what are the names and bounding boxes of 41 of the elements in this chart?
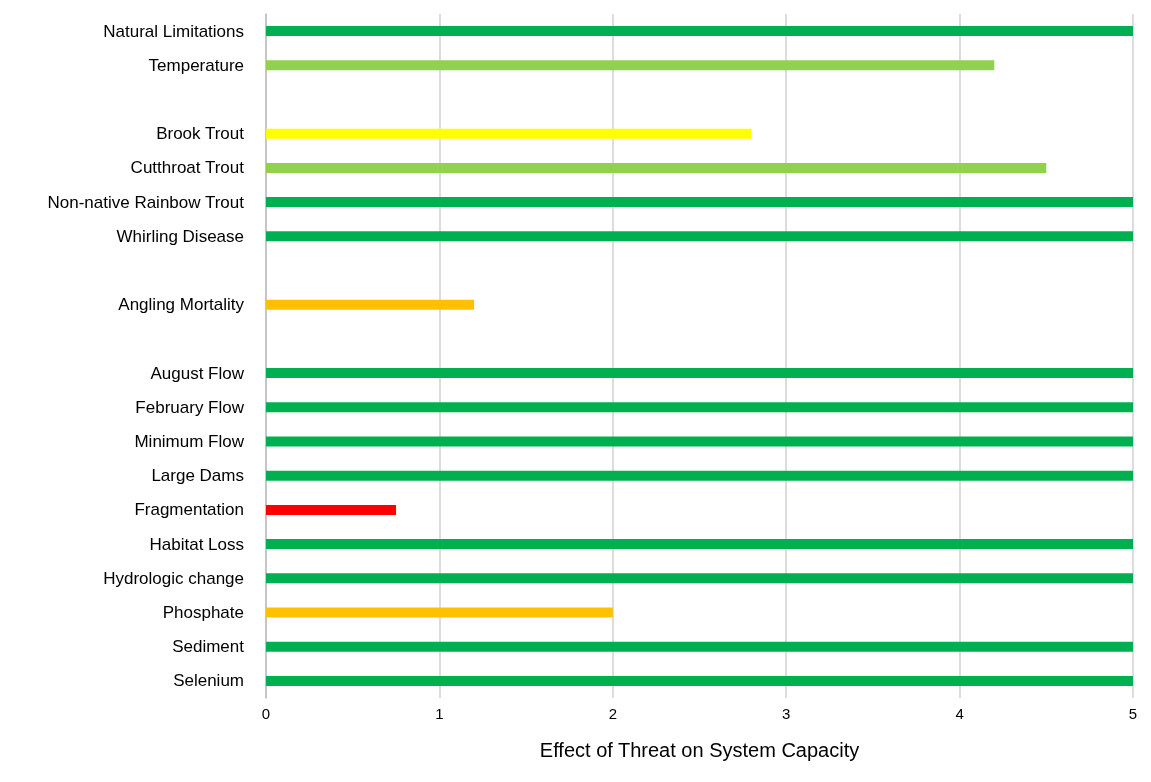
y-tick-label: Natural Limitations xyxy=(103,21,244,41)
bar xyxy=(266,573,1133,584)
x-tick-label: 1 xyxy=(435,705,444,722)
bar xyxy=(266,470,1133,481)
bar xyxy=(266,641,1133,652)
y-tick-label: Whirling Disease xyxy=(116,226,244,246)
y-tick-label: Phosphate xyxy=(162,603,244,622)
bar xyxy=(266,607,613,618)
y-tick-label: Non-native Rainbow Trout xyxy=(47,192,245,212)
x-tick-label: 0 xyxy=(261,705,271,722)
bar xyxy=(266,402,1133,413)
bar xyxy=(266,299,475,310)
x-tick-label: 4 xyxy=(955,705,964,722)
bar xyxy=(266,60,995,71)
bar xyxy=(266,162,1047,173)
bar xyxy=(266,675,1133,686)
x-tick-label: 3 xyxy=(782,705,791,722)
y-tick-label: Selenium xyxy=(173,671,244,691)
y-tick-label: Temperature xyxy=(148,55,244,75)
y-tick-label: Habitat Loss xyxy=(149,534,244,554)
y-tick-label: Fragmentation xyxy=(134,500,244,520)
y-tick-label: Brook Trout xyxy=(156,124,245,144)
bar xyxy=(266,128,752,139)
bar xyxy=(266,504,397,515)
bar xyxy=(266,231,1133,242)
bar xyxy=(266,539,1133,550)
y-tick-label: Large Dams xyxy=(151,466,244,486)
x-tick-label: 2 xyxy=(608,705,617,722)
y-tick-label: February Flow xyxy=(135,397,245,417)
bar xyxy=(266,436,1133,447)
x-axis-title: Effect of Threat on System Capacity xyxy=(539,739,860,761)
y-tick-label: Angling Mortality xyxy=(118,295,245,315)
bar xyxy=(266,26,1133,37)
x-tick-label: 5 xyxy=(1128,705,1138,722)
y-tick-label: August Flow xyxy=(150,363,245,383)
y-tick-label: Sediment xyxy=(172,637,245,657)
y-tick-label: Minimum Flow xyxy=(134,432,245,451)
y-tick-label: Cutthroat Trout xyxy=(130,158,245,178)
y-tick-label: Hydrologic change xyxy=(103,568,244,588)
bar xyxy=(266,197,1133,208)
bar xyxy=(266,368,1133,379)
